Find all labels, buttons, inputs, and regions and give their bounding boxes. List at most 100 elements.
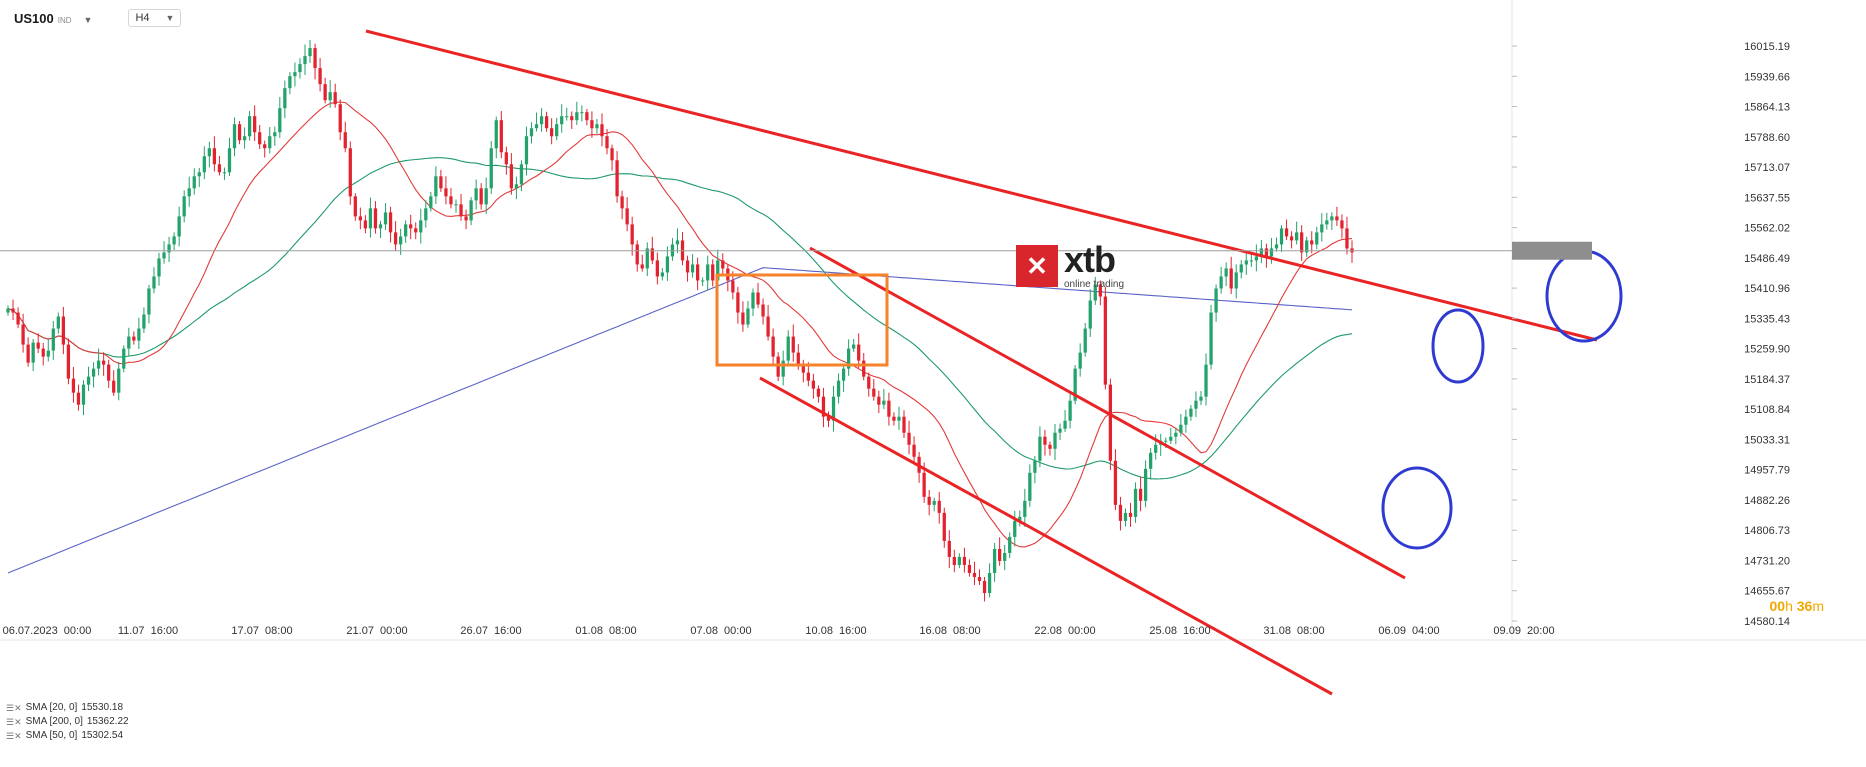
candle[interactable] [338, 99, 342, 141]
candle[interactable] [701, 277, 705, 287]
candle[interactable] [1204, 353, 1208, 406]
candle[interactable] [117, 361, 121, 401]
candle[interactable] [600, 113, 604, 147]
candle[interactable] [348, 141, 352, 205]
candle[interactable] [640, 254, 644, 272]
candle[interactable] [288, 72, 292, 95]
candle[interactable] [152, 267, 156, 294]
candle[interactable] [46, 339, 50, 362]
candle[interactable] [504, 146, 508, 175]
candle[interactable] [1335, 206, 1339, 226]
candle[interactable] [86, 366, 91, 392]
candle[interactable] [31, 338, 35, 372]
candle[interactable] [1179, 413, 1183, 437]
timeframe-selector[interactable]: H4 ▼ [128, 9, 182, 27]
candle[interactable] [499, 110, 503, 159]
candle[interactable] [781, 350, 785, 386]
candle[interactable] [852, 338, 856, 352]
candle[interactable] [439, 169, 443, 192]
candle[interactable] [207, 141, 211, 168]
candle[interactable] [544, 111, 549, 132]
candle[interactable] [519, 160, 524, 192]
candle[interactable] [524, 126, 529, 176]
candle[interactable] [1138, 476, 1143, 512]
candle[interactable] [756, 282, 760, 309]
candle[interactable] [831, 385, 836, 432]
candle[interactable] [801, 359, 805, 383]
candle[interactable] [1330, 212, 1334, 230]
candle[interactable] [247, 110, 252, 141]
channel-lower-line[interactable] [759, 376, 1333, 696]
candle[interactable] [1234, 264, 1238, 299]
candle[interactable] [867, 372, 871, 397]
candle[interactable] [680, 231, 685, 266]
candle[interactable] [1149, 447, 1153, 480]
candle[interactable] [479, 183, 483, 210]
candle[interactable] [242, 127, 247, 149]
candle[interactable] [791, 324, 795, 362]
candle[interactable] [1003, 544, 1007, 571]
candle[interactable] [26, 337, 30, 367]
candle[interactable] [258, 125, 262, 150]
candle[interactable] [635, 240, 639, 272]
candle[interactable] [127, 327, 131, 357]
candle[interactable] [992, 542, 997, 582]
candle[interactable] [575, 101, 579, 126]
candle[interactable] [318, 58, 322, 92]
candle[interactable] [409, 214, 413, 240]
candle[interactable] [1143, 460, 1148, 508]
candle[interactable] [751, 288, 755, 317]
candle[interactable] [1123, 508, 1128, 527]
candle[interactable] [227, 137, 232, 176]
candlestick-series[interactable] [6, 40, 1354, 602]
candle[interactable] [293, 62, 297, 87]
candle[interactable] [424, 200, 428, 228]
candle[interactable] [414, 222, 418, 240]
candle[interactable] [1028, 464, 1032, 507]
candle[interactable] [66, 338, 71, 385]
candle[interactable] [1083, 322, 1087, 357]
candle[interactable] [222, 167, 227, 180]
candle[interactable] [363, 215, 368, 234]
legend-item-sma20[interactable]: ☰✕ SMA [20, 0] 15530.18 [6, 701, 129, 715]
candle[interactable] [162, 241, 166, 264]
candle[interactable] [71, 367, 76, 403]
candle[interactable] [298, 58, 302, 79]
candle[interactable] [665, 246, 670, 281]
candle[interactable] [96, 348, 101, 376]
candle[interactable] [595, 119, 599, 134]
candle[interactable] [1113, 449, 1118, 511]
candle[interactable] [1098, 280, 1102, 306]
candle[interactable] [726, 264, 730, 292]
candle[interactable] [645, 242, 649, 277]
candle[interactable] [746, 300, 750, 328]
candle[interactable] [907, 420, 911, 455]
candle[interactable] [393, 221, 398, 251]
candle[interactable] [1224, 262, 1228, 287]
candle[interactable] [570, 111, 574, 130]
candle[interactable] [459, 193, 463, 221]
candle[interactable] [605, 129, 609, 155]
candle[interactable] [1018, 510, 1022, 527]
candle[interactable] [1063, 409, 1067, 432]
candle[interactable] [610, 144, 614, 171]
candle[interactable] [328, 80, 332, 108]
candle[interactable] [877, 390, 881, 414]
candle[interactable] [217, 155, 222, 176]
candle[interactable] [887, 392, 891, 426]
candle[interactable] [268, 127, 272, 154]
breakout-circle[interactable] [1381, 466, 1453, 550]
candle[interactable] [167, 236, 171, 263]
candle[interactable] [1320, 213, 1324, 242]
candle[interactable] [313, 43, 317, 80]
candle[interactable] [565, 107, 569, 121]
candle[interactable] [278, 96, 282, 138]
candle[interactable] [132, 331, 136, 345]
candle[interactable] [1174, 427, 1178, 445]
time-axis[interactable]: 06.07.2023 00:00 11.07 16:00 17.07 08:00 21… [3, 625, 1555, 637]
candle[interactable] [51, 320, 55, 360]
candle[interactable] [1189, 405, 1193, 421]
candle[interactable] [1048, 441, 1052, 456]
candle[interactable] [1053, 423, 1057, 460]
settings-icon[interactable]: ☰✕ [6, 703, 22, 713]
